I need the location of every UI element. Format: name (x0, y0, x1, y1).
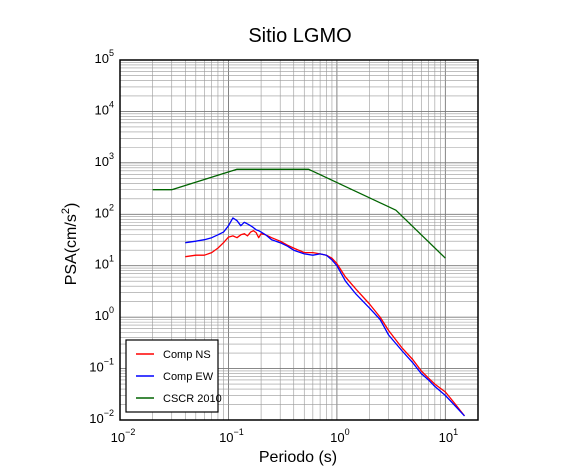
y-tick-label-base: 10 (95, 308, 109, 323)
x-tick-labels: 10−2 10−1 100 101 (111, 427, 458, 445)
y-axis-label-main: PSA(cm/s (63, 214, 80, 285)
y-tick-label: 101 (95, 254, 114, 272)
y-tick-label-base: 10 (95, 257, 109, 272)
x-tick-label: 10−1 (219, 427, 244, 445)
y-tick-label-base: 10 (95, 154, 109, 169)
x-tick-label: 100 (330, 427, 349, 445)
y-tick-label-base: 10 (89, 411, 103, 426)
y-tick-label-base: 10 (95, 51, 109, 66)
x-tick-label-base: 10 (111, 430, 125, 445)
x-axis-label: Periodo (s) (259, 449, 337, 466)
y-tick-label-exp: 2 (109, 202, 114, 212)
y-tick-label: 10−1 (89, 357, 114, 375)
y-axis-label: PSA(cm/s2) (60, 203, 80, 286)
y-tick-label: 103 (95, 151, 114, 169)
x-tick-label-exp: 0 (345, 427, 350, 437)
chart-title: Sitio LGMO (248, 25, 351, 47)
legend-label: Comp NS (163, 349, 211, 361)
y-tick-label: 102 (95, 202, 114, 220)
series-line-comp-ew (185, 217, 465, 417)
series-line-comp-ns (185, 230, 466, 417)
legend-label: CSCR 2010 (163, 393, 222, 405)
y-tick-label: 10−2 (89, 408, 114, 426)
x-tick-label-base: 10 (219, 430, 233, 445)
y-tick-label: 100 (95, 305, 114, 323)
y-tick-label-base: 10 (89, 360, 103, 375)
y-tick-label: 104 (95, 99, 114, 117)
y-tick-label-base: 10 (95, 102, 109, 117)
x-tick-label-base: 10 (439, 430, 453, 445)
y-axis-label-close: ) (63, 203, 80, 208)
x-tick-label-base: 10 (330, 430, 344, 445)
y-tick-label-exp: −1 (104, 357, 114, 367)
y-tick-label-exp: 3 (109, 151, 114, 161)
x-tick-label-exp: 1 (453, 427, 458, 437)
legend-label: Comp EW (163, 371, 214, 383)
y-axis-label-sup: 2 (60, 208, 72, 214)
series-layer (152, 168, 466, 417)
y-tick-label-exp: 5 (109, 48, 114, 58)
plot-frame (119, 59, 479, 421)
y-tick-label: 105 (95, 48, 114, 66)
legend: Comp NS Comp EW CSCR 2010 (125, 339, 222, 413)
x-tick-label: 10−2 (111, 427, 136, 445)
x-tick-label-exp: −1 (234, 427, 244, 437)
x-tick-label-exp: −2 (125, 427, 135, 437)
y-tick-label-base: 10 (95, 205, 109, 220)
x-tick-label: 101 (439, 427, 458, 445)
y-tick-label-exp: 4 (109, 99, 114, 109)
y-tick-label-exp: 1 (109, 254, 114, 264)
y-tick-label-exp: 0 (109, 305, 114, 315)
y-tick-label-exp: −2 (104, 408, 114, 418)
series-line-cscr-2010 (152, 168, 446, 259)
